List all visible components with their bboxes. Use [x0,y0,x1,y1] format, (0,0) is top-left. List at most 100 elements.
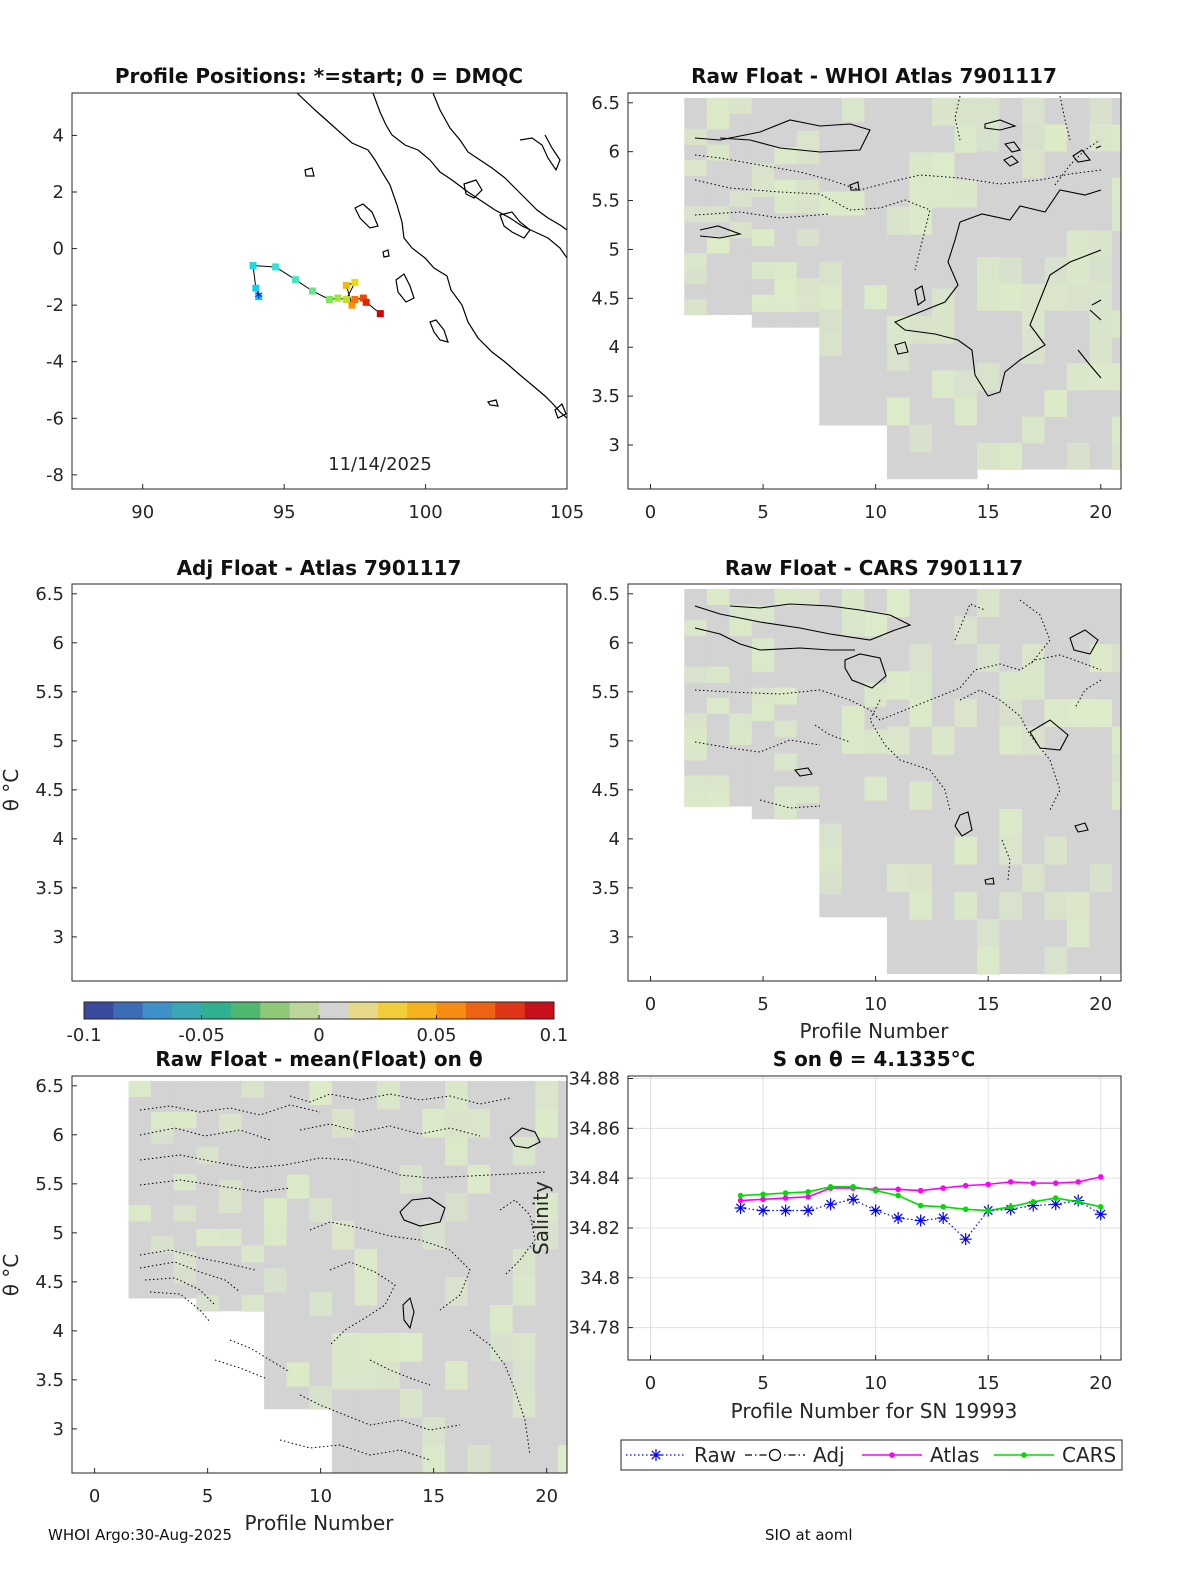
anomaly-cell [241,1245,265,1263]
raw-cars-ytick-label: 3.5 [591,878,620,899]
salinity-xtick-label: 10 [864,1373,887,1394]
anomaly-cell [864,612,888,637]
anomaly-cell [1089,230,1113,258]
anomaly-cell [796,229,820,247]
anomaly-cell [819,285,843,310]
adj-atlas-ytick-label: 4.5 [35,780,64,801]
anomaly-cell [241,1080,265,1098]
adj-atlas-ytick-label: 6 [53,633,64,654]
anomaly-cell [512,1276,536,1306]
salinity-legend: Raw Adj Atlas CARS [620,1439,1123,1471]
raw-cars-axes-box [627,583,1122,982]
anomaly-cell [1066,919,1091,948]
anomaly-cell [241,1294,265,1312]
anomaly-cell [1044,836,1068,865]
anomaly-cell [999,671,1023,700]
anomaly-cell [886,726,910,755]
anomaly-cell [422,1108,446,1138]
anomaly-cell [999,726,1023,755]
anomaly-cell [377,1332,401,1362]
anomaly-cell [467,1444,491,1473]
anomaly-cell [909,891,933,920]
anomaly-cell [354,1248,378,1278]
anomaly-cell [774,687,798,705]
raw-atlas-xtick-label: 10 [864,502,887,523]
series-point-atlas [1097,1174,1104,1180]
profile-marker [342,281,350,289]
anomaly-cell [196,1146,220,1164]
anomaly-cell [886,588,910,618]
anomaly-cell [976,363,1001,391]
raw-mean-xtick-label: 20 [535,1486,558,1507]
raw-cars-dotted-contours [694,599,1102,881]
anomaly-cell [954,179,978,208]
anomaly-cell [331,1332,356,1362]
series-point-cars [1007,1203,1014,1210]
anomaly-cell [1111,754,1121,783]
anomaly-cell [1089,643,1113,673]
raw-atlas-ytick-label: 5 [609,239,620,260]
raw-mean-ytick-label: 3.5 [35,1370,64,1391]
anomaly-cell [1066,698,1091,728]
profile-column [557,1080,567,1473]
raw-cars-field [684,588,1121,975]
anomaly-cell [706,144,730,161]
profile-column [729,588,753,807]
anomaly-cell [1111,124,1121,152]
raw-cars-contours [694,603,1099,885]
anomaly-cell [218,1196,243,1214]
anomaly-cell [729,619,753,637]
anomaly-cell [173,1111,197,1129]
series-point-atlas [917,1187,924,1194]
anomaly-cell [796,588,820,606]
legend-label-cars: CARS [1062,1443,1116,1467]
salinity-ytick-label: 34.82 [568,1218,620,1239]
raw-mean-ytick-label: 6 [53,1125,64,1146]
series-point-raw [802,1204,815,1217]
anomaly-cell [774,147,798,165]
series-point-atlas [760,1196,766,1203]
anomaly-cell [841,588,865,613]
raw-atlas-contours [694,119,1102,397]
anomaly-cell [1111,442,1121,471]
colorbar-swatch [377,1002,408,1019]
series-point-cars [1052,1195,1059,1201]
anomaly-cell [309,1292,333,1317]
anomaly-cell [909,864,933,893]
anomaly-cell [1066,230,1091,258]
salinity-xtick-label: 0 [645,1373,656,1394]
anomaly-cell [999,257,1023,285]
raw-atlas-ytick-label: 3.5 [591,386,620,407]
colorbar-tick-label: 0.1 [540,1025,569,1046]
series-point-atlas [1052,1180,1059,1186]
anomaly-cell [1021,671,1046,700]
series-point-raw [757,1204,770,1217]
raw-cars-ytick-label: 5 [609,731,620,752]
raw-mean-contours [399,1127,541,1330]
footer-left: WHOI Argo:30-Aug-2025 [48,1526,232,1544]
anomaly-cell [1044,946,1068,975]
anomaly-cell [819,823,843,848]
anomaly-cell [399,1164,423,1194]
anomaly-cell [909,781,933,810]
profile-marker [334,294,342,302]
anomaly-cell [684,744,708,761]
raw-cars-xlabel: Profile Number [800,1019,950,1043]
raw-atlas-dotted-contours [694,95,1102,271]
anomaly-cell [1044,698,1068,728]
anomaly-cell [1089,97,1113,126]
anomaly-cell [751,704,775,722]
anomaly-cell [512,1388,536,1418]
anomaly-cell [751,605,775,623]
footer-right: SIO at aoml [765,1526,853,1544]
raw-atlas-ytick-label: 6.5 [591,93,620,114]
anomaly-cell [954,891,978,920]
colorbar-tick-label: -0.1 [66,1025,101,1046]
series-point-atlas [895,1186,901,1193]
raw-mean-panel: Raw Float - mean(Float) on θ [0,1047,568,1535]
series-point-cars [805,1189,811,1195]
raw-cars-xtick-label: 15 [977,994,1000,1015]
profile-marker [376,310,384,318]
anomaly-cell [976,257,1001,285]
anomaly-cell [976,283,1001,311]
